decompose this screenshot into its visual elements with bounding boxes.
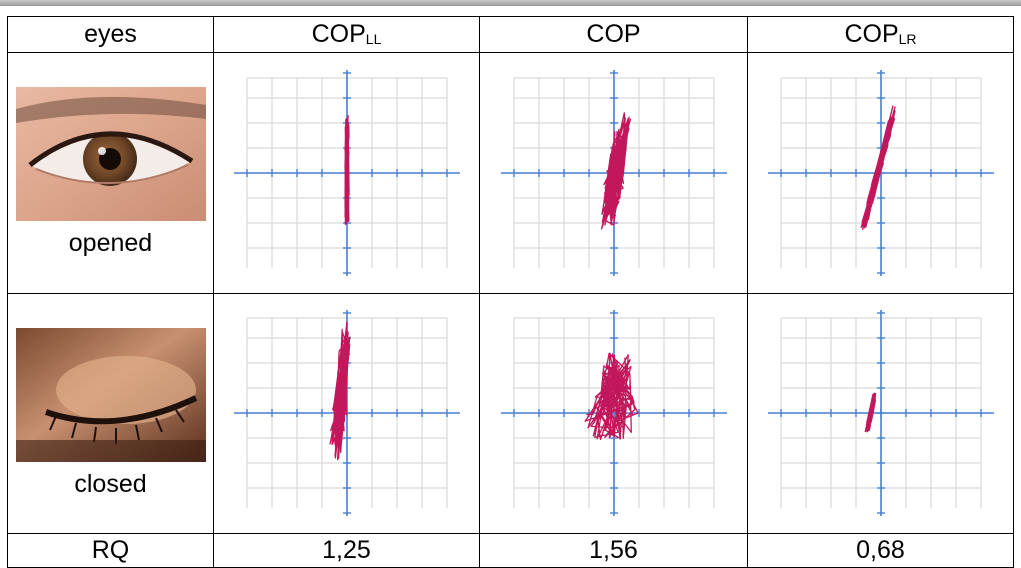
plot-cell-closed-cop-lr (747, 292, 1014, 535)
cop-trace (584, 352, 639, 441)
eye-opened-photo (15, 87, 206, 222)
footer-row: RQ 1,25 1,56 0,68 (7, 533, 1014, 568)
stabilogram-closed-cop (500, 310, 727, 517)
plot-cell-closed-cop (479, 292, 748, 535)
top-border-bar (0, 0, 1021, 6)
header-cop: COP (479, 16, 748, 53)
stabilogram-opened-cop (500, 69, 727, 276)
cop-trace (328, 321, 351, 461)
footer-rq-value-cop: 1,56 (479, 533, 748, 568)
header-eyes: eyes (7, 16, 214, 53)
cop-trace (600, 111, 631, 230)
stabilogram-opened-cop-lr (767, 69, 994, 276)
eye-closed-photo (15, 327, 206, 462)
row-eyes-closed: closed (7, 292, 1014, 535)
plot-axes (767, 69, 994, 276)
plot-axes (767, 310, 994, 517)
plot-axes (500, 310, 727, 517)
stabilogram-closed-cop-ll (233, 310, 460, 517)
stabilogram-closed-cop-lr (767, 310, 994, 517)
footer-rq-value-lr: 0,68 (747, 533, 1014, 568)
eye-label-opened: opened (68, 229, 153, 258)
plot-cell-closed-cop-ll (213, 292, 480, 535)
plot-cell-opened-cop (479, 51, 748, 294)
cop-trace (864, 393, 876, 433)
header-cop-lr: COPLR (747, 16, 1014, 53)
eye-label-closed: closed (74, 469, 147, 498)
cop-trace (860, 105, 896, 230)
eye-cell-closed: closed (7, 292, 214, 535)
plot-cell-opened-cop-ll (213, 51, 480, 294)
header-cop-ll: COPLL (213, 16, 480, 53)
row-eyes-opened: opened (7, 51, 1014, 294)
plot-cell-opened-cop-lr (747, 51, 1014, 294)
header-row: eyes COPLL COP COPLR (7, 16, 1014, 53)
stabilogram-table: eyes COPLL COP COPLR (7, 16, 1014, 568)
cop-trace (343, 114, 350, 225)
stabilogram-opened-cop-ll (233, 69, 460, 276)
footer-rq-label: RQ (7, 533, 214, 568)
eye-cell-opened: opened (7, 51, 214, 294)
footer-rq-value-ll: 1,25 (213, 533, 480, 568)
